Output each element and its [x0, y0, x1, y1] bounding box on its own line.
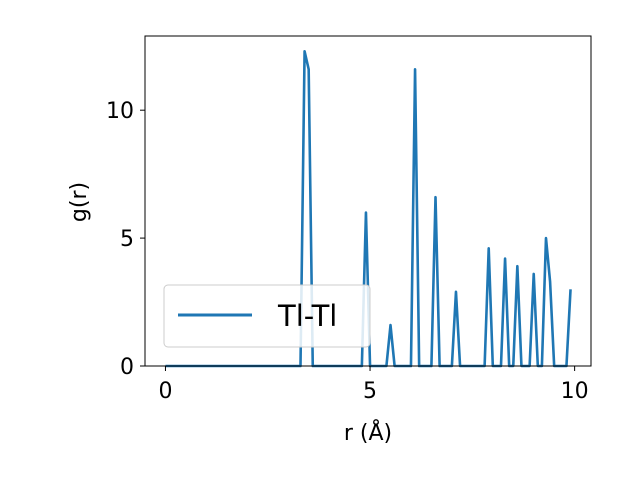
legend: Tl-Tl: [163, 284, 371, 348]
y-tick-label: 0: [120, 355, 134, 380]
y-tick-label: 5: [120, 227, 134, 252]
x-tick-label: 10: [561, 379, 589, 404]
x-axis-label: r (Å): [344, 419, 392, 446]
y-axis-label: g(r): [67, 182, 92, 222]
axes-layer: 0 5 10 0 5 10: [106, 35, 592, 404]
series-layer: [165, 50, 572, 368]
legend-label: Tl-Tl: [277, 299, 337, 333]
legend-box: [163, 284, 371, 348]
y-tick-label: 10: [106, 99, 134, 124]
x-tick-label: 5: [363, 379, 377, 404]
x-tick-label: 0: [158, 379, 172, 404]
series-line-0: [165, 50, 572, 368]
labels-layer: r (Å) g(r): [67, 182, 392, 446]
plot-frame: [144, 35, 592, 367]
